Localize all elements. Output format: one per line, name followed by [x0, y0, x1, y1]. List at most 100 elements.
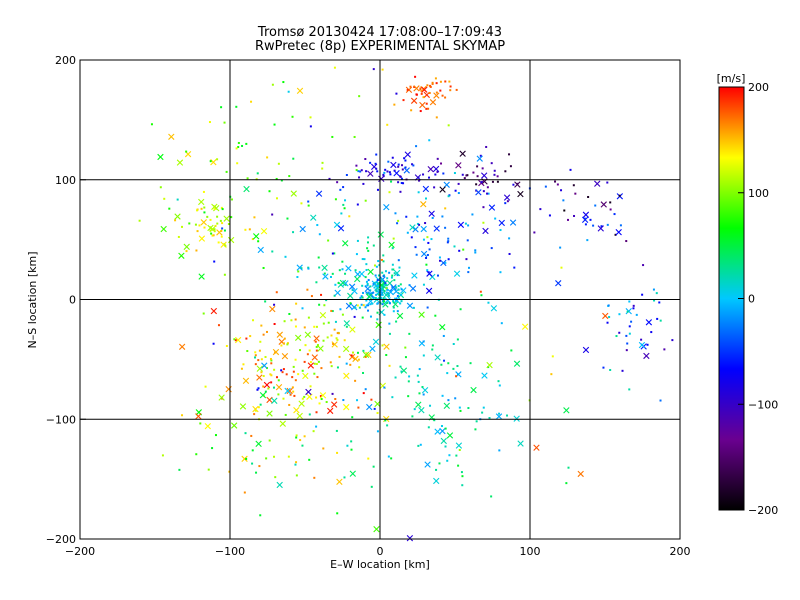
data-point	[364, 306, 367, 309]
data-point	[358, 366, 361, 369]
data-point	[367, 309, 370, 312]
data-point	[242, 363, 245, 366]
data-point	[378, 264, 381, 267]
data-point	[296, 276, 299, 279]
data-point	[202, 190, 205, 193]
data-point	[406, 231, 409, 234]
data-point-x	[384, 297, 391, 304]
data-point	[474, 251, 477, 254]
data-point	[508, 252, 511, 255]
data-point	[209, 160, 212, 163]
data-point	[245, 457, 248, 460]
data-point	[266, 156, 269, 159]
data-point-x	[276, 481, 283, 489]
data-point	[307, 204, 310, 207]
data-point	[457, 182, 460, 185]
data-point	[443, 359, 446, 362]
data-point	[388, 294, 391, 297]
data-point	[366, 284, 369, 287]
data-point	[370, 398, 373, 401]
data-point	[426, 306, 429, 309]
data-point	[376, 283, 379, 286]
data-point	[270, 359, 273, 362]
data-point	[294, 358, 297, 361]
data-point-x	[266, 396, 273, 404]
data-point	[421, 386, 424, 389]
data-point	[562, 199, 565, 202]
data-point	[295, 436, 298, 439]
data-point	[454, 189, 457, 192]
data-point	[307, 267, 310, 270]
data-point	[386, 424, 389, 427]
data-point	[360, 295, 363, 298]
data-point-x	[272, 348, 280, 356]
data-point	[383, 386, 386, 389]
data-point-x	[284, 387, 291, 395]
data-point	[350, 448, 353, 451]
data-point	[457, 192, 460, 195]
data-point	[392, 299, 395, 302]
data-point-x	[638, 341, 646, 349]
data-point	[376, 279, 379, 282]
data-point	[397, 219, 400, 222]
y-tick-label: 0	[69, 294, 76, 307]
data-point	[461, 484, 464, 487]
data-point	[376, 412, 379, 415]
data-point-x	[365, 293, 373, 300]
y-tick-label: −200	[46, 533, 76, 546]
data-point	[314, 340, 317, 343]
data-point	[447, 399, 450, 402]
data-point	[498, 384, 501, 387]
data-point	[448, 80, 451, 83]
data-point	[334, 283, 337, 286]
data-point	[486, 186, 489, 189]
data-point	[440, 363, 443, 366]
data-point	[384, 419, 387, 422]
data-point	[399, 190, 402, 193]
data-point	[392, 301, 395, 304]
data-point	[367, 304, 370, 307]
data-point	[424, 222, 427, 225]
data-point-x	[486, 361, 493, 369]
data-point	[402, 182, 405, 185]
data-point-x	[582, 211, 590, 218]
data-point-x	[383, 204, 390, 211]
data-point	[312, 430, 315, 433]
data-point	[321, 167, 324, 170]
data-point	[659, 399, 662, 402]
data-point	[214, 224, 217, 227]
data-point	[373, 264, 376, 267]
data-point	[416, 374, 419, 377]
data-points	[138, 66, 674, 542]
data-point	[498, 412, 501, 415]
data-point	[245, 337, 248, 340]
data-point	[313, 476, 316, 479]
data-point	[656, 317, 659, 320]
data-point-x	[345, 265, 352, 272]
data-point	[467, 271, 470, 274]
data-point	[609, 368, 612, 371]
x-tick-label: −200	[65, 545, 95, 558]
data-point	[336, 181, 339, 184]
data-point	[376, 311, 379, 314]
data-point	[630, 320, 633, 323]
data-point	[362, 371, 365, 374]
data-point	[619, 224, 622, 227]
data-point	[368, 292, 371, 295]
x-tick-label: 200	[670, 545, 691, 558]
data-point	[400, 181, 403, 184]
data-point	[230, 198, 233, 201]
data-point	[363, 258, 366, 261]
colorbar-tick-label: 100	[748, 187, 769, 200]
data-point-x	[195, 413, 202, 420]
data-point	[388, 322, 391, 325]
data-point	[369, 315, 372, 318]
data-point	[626, 342, 629, 345]
data-point-x	[311, 354, 318, 361]
data-point-x	[434, 354, 441, 361]
data-point	[318, 402, 321, 405]
data-point	[374, 162, 377, 165]
data-point-x	[459, 150, 466, 157]
data-point-x	[178, 343, 186, 350]
data-point-x	[625, 307, 632, 315]
